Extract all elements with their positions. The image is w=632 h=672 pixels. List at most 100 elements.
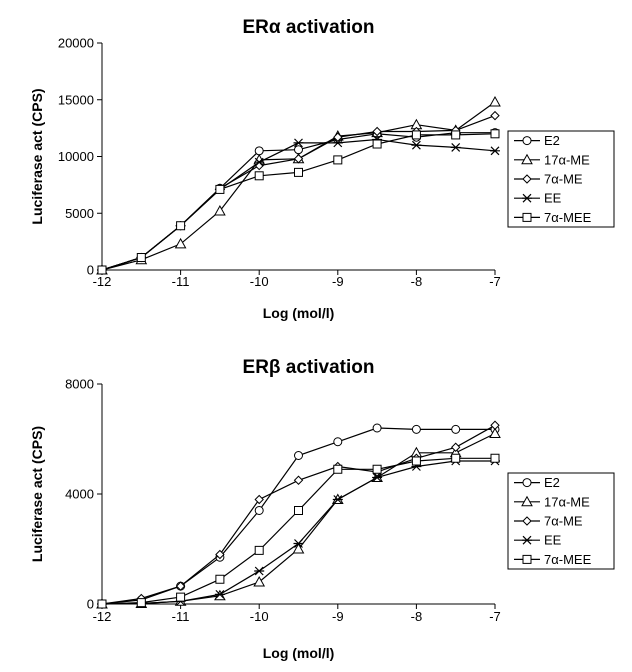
chart-1-legend-item-e2: E2 (514, 475, 560, 490)
chart-0-series-7alpha-mee-point (136, 253, 146, 263)
chart-0-series-7alpha-mee-point (411, 130, 421, 140)
chart-1-series-7alpha-mee-point (136, 598, 146, 608)
chart-1-series-7alpha-mee-point (451, 453, 461, 463)
chart-0-series-7alpha-mee-point (215, 184, 225, 194)
chart-1-series-e2-point (294, 451, 303, 460)
chart-0-x-tick-label: -9 (332, 274, 344, 289)
legend-label: EE (544, 533, 562, 548)
legend-label: E2 (544, 475, 560, 490)
chart-0-series-ee-point (490, 146, 500, 156)
chart-0-series-7alpha-me-point (490, 110, 500, 121)
chart-0-series-17alpha-me-point (174, 237, 187, 249)
chart-1-series-7alpha-mee-point (254, 545, 264, 555)
chart-1-title: ERβ activation (243, 357, 375, 378)
chart-0-series-17alpha-me-line (101, 101, 496, 271)
chart-1-series-ee-point (214, 589, 225, 599)
legend-marker (522, 193, 532, 203)
chart-1-series-7alpha-mee-point (294, 506, 303, 515)
chart-1-series-7alpha-mee-point (97, 599, 107, 609)
chart-0-series-17alpha-me-point (489, 95, 501, 107)
chart-0-series-e2 (97, 128, 500, 275)
legend-marker (522, 136, 532, 146)
chart-1-series-7alpha-me-point (175, 581, 186, 591)
legend-marker (522, 516, 532, 526)
chart-0-series-7alpha-mee-point (294, 167, 303, 177)
chart-0-x-tick-label: -12 (93, 274, 112, 289)
legend-label: 7α-ME (544, 172, 583, 187)
chart-era-activation: ERα activation 0 5000 10000 15000 20000 -12 -11… (29, 17, 615, 321)
chart-1-series-e2-point (372, 423, 382, 433)
chart-0-series-e2-point (254, 146, 264, 156)
chart-0-x-tick-label: -8 (411, 274, 423, 289)
chart-0-x-tick-label: -7 (489, 274, 501, 289)
chart-1-series-7alpha-me-point (490, 420, 500, 430)
chart-1-y-tick-label: 4000 (65, 487, 94, 502)
chart-1-legend-item-7alpha-mee: 7α-MEE (514, 552, 592, 567)
chart-1-series-7alpha-me-point (254, 494, 264, 505)
legend-marker (522, 535, 532, 545)
chart-1-y-axis-label: Luciferase act (CPS) (29, 426, 45, 562)
chart-1-series-7alpha-mee-point (372, 464, 382, 474)
chart-0-y-tick-label: 15000 (58, 92, 94, 107)
chart-1-series-e2-point (451, 424, 461, 434)
chart-0-series-7alpha-me-line (101, 115, 496, 271)
chart-0-series-7alpha-me-point (372, 126, 382, 137)
chart-0-series-7alpha-mee-point (451, 130, 461, 140)
chart-0-series-7alpha-mee-point (176, 221, 186, 231)
chart-0-series-7alpha-me-point (333, 132, 343, 142)
chart-0-series-ee-point (411, 140, 422, 150)
chart-0-y-axis-label: Luciferase act (CPS) (29, 88, 45, 224)
chart-1-series-7alpha-mee (97, 453, 500, 609)
chart-1-series-7alpha-me (97, 420, 500, 609)
chart-0-x-tick-label: -10 (250, 274, 269, 289)
chart-0-series-7alpha-me (97, 110, 500, 275)
chart-0-legend: E2 17α-ME 7α-ME EE 7α-MEE (507, 130, 615, 228)
chart-1-x-tick-label: -11 (172, 609, 190, 624)
chart-0-series-7alpha-mee-point (490, 129, 500, 139)
chart-1-series-ee-point (372, 473, 383, 482)
legend-label: 17α-ME (544, 494, 590, 509)
chart-1-series-7alpha-me-point (215, 549, 225, 560)
chart-0-series-ee-point (254, 157, 265, 167)
chart-0-series-17alpha-me (96, 95, 501, 275)
chart-0-series-7alpha-me-point (293, 154, 304, 164)
chart-0-legend-item-7alpha-me: 7α-ME (514, 172, 583, 187)
chart-0-series-7alpha-mee-point (97, 265, 107, 275)
chart-1-series-17alpha-me-point (292, 542, 305, 554)
chart-1-series-e2-point (333, 437, 343, 447)
chart-1-legend: E2 17α-ME 7α-ME EE 7α-MEE (507, 472, 615, 570)
chart-0-x-axis-label: Log (mol/l) (263, 305, 335, 321)
chart-0-legend-item-7alpha-mee: 7α-MEE (514, 210, 592, 225)
legend-label: 7α-MEE (544, 210, 592, 225)
legend-marker (522, 554, 532, 564)
legend-label: 7α-ME (544, 514, 583, 529)
chart-1-series-ee-point (332, 495, 343, 504)
chart-1-series-ee-point (254, 566, 265, 576)
chart-1-legend-item-7alpha-me: 7α-ME (514, 514, 583, 529)
chart-1-y-tick-label: 8000 (65, 377, 94, 392)
chart-0-series-e2-point (294, 145, 303, 155)
chart-0-y-tick-label: 10000 (58, 149, 94, 164)
legend-marker (522, 212, 532, 222)
chart-1-series-e2-point (411, 424, 421, 434)
legend-marker (521, 153, 533, 165)
chart-0-legend-item-e2: E2 (514, 133, 560, 148)
chart-0-series-7alpha-mee-point (372, 139, 382, 149)
chart-0-y-tick-label: 0 (87, 263, 94, 278)
chart-0-y-tick-label: 5000 (65, 206, 94, 221)
chart-0-series-7alpha-mee (97, 129, 500, 275)
chart-erb-activation: ERβ activation 0 4000 8000 -12 -11 -10 -9 -8 -7 Lo… (29, 357, 615, 661)
chart-1-x-tick-label: -12 (93, 609, 112, 624)
chart-1-series-17alpha-me-point (253, 575, 266, 587)
chart-1-x-axis-label: Log (mol/l) (263, 645, 335, 661)
chart-1-x-tick-label: -7 (489, 609, 501, 624)
legend-marker (521, 495, 533, 507)
legend-marker (522, 174, 532, 184)
chart-1-series-7alpha-mee-point (215, 574, 225, 584)
chart-1-x-tick-label: -8 (411, 609, 423, 624)
legend-label: 7α-MEE (544, 552, 592, 567)
chart-1-series-7alpha-mee-point (490, 453, 500, 463)
chart-1-series-17alpha-me-point (489, 427, 501, 438)
legend-marker (522, 478, 532, 488)
